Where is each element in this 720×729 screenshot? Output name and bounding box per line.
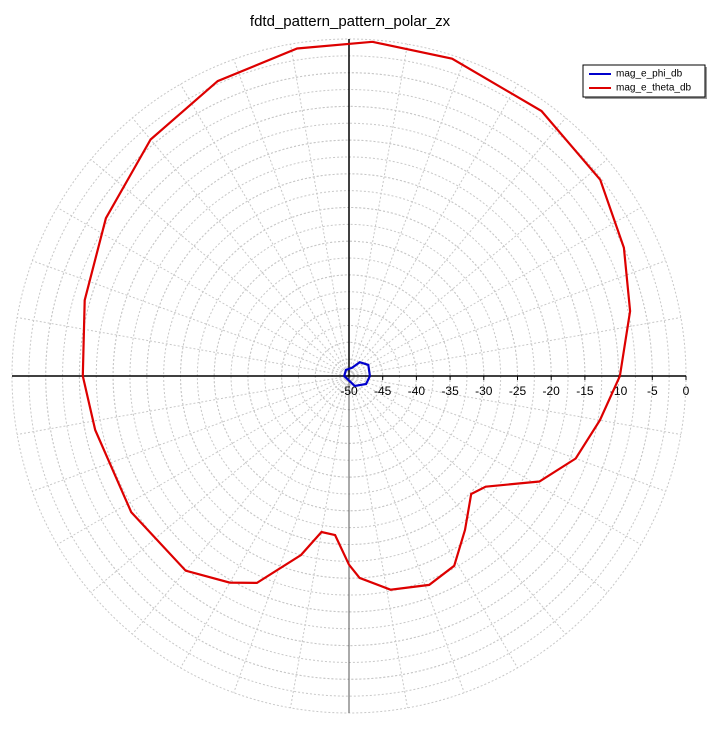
radial-grid-line [348,375,409,708]
series-line [343,360,371,388]
radial-grid-line [233,375,350,693]
r-tick-label: -50 [340,384,358,398]
r-tick-label: -25 [509,384,527,398]
radial-grid-line [348,207,642,377]
r-tick-label: -35 [441,384,459,398]
legend-box [582,64,706,98]
legend-label: mag_e_phi_db [616,69,683,80]
radial-grid-line [131,375,350,635]
radial-grid-line [348,117,567,377]
r-tick-label: -15 [576,384,594,398]
radial-grid-line [17,375,350,436]
r-tick-label: -45 [374,384,392,398]
radial-grid-line [90,375,350,594]
radial-grid-line [348,44,409,377]
legend-label: mag_e_theta_db [616,83,692,94]
radial-grid-line [348,260,666,377]
radial-grid-line [348,375,666,492]
radial-grid-line [17,316,350,377]
r-tick-label: -30 [475,384,493,398]
radial-grid-line [32,375,350,492]
r-tick-label: 0 [683,384,690,398]
radial-grid-line [32,260,350,377]
r-tick-label: -40 [408,384,426,398]
r-tick-label: -5 [647,384,658,398]
radial-grid-line [233,59,350,377]
radial-grid-line [348,375,567,635]
r-tick-label: -20 [543,384,561,398]
series-line [81,40,632,591]
chart-title: fdtd_pattern_pattern_polar_zx [250,13,451,30]
radial-grid-line [90,158,350,377]
